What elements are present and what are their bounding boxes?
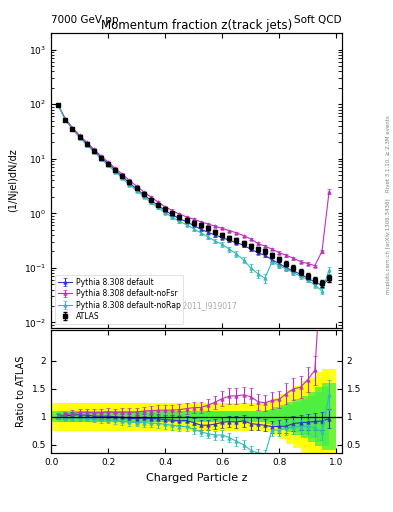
Text: Soft QCD: Soft QCD bbox=[294, 15, 342, 26]
Title: Momentum fraction z(track jets): Momentum fraction z(track jets) bbox=[101, 19, 292, 32]
Y-axis label: Ratio to ATLAS: Ratio to ATLAS bbox=[16, 356, 26, 428]
Text: ATLAS_2011_I919017: ATLAS_2011_I919017 bbox=[156, 301, 237, 310]
X-axis label: Charged Particle z: Charged Particle z bbox=[146, 473, 247, 482]
Text: Rivet 3.1.10, ≥ 2.3M events: Rivet 3.1.10, ≥ 2.3M events bbox=[386, 115, 391, 192]
Text: mcplots.cern.ch [arXiv:1306.3436]: mcplots.cern.ch [arXiv:1306.3436] bbox=[386, 198, 391, 293]
Y-axis label: (1/Njel)dN/dz: (1/Njel)dN/dz bbox=[8, 148, 18, 212]
Legend: Pythia 8.308 default, Pythia 8.308 default-noFsr, Pythia 8.308 default-noRap, AT: Pythia 8.308 default, Pythia 8.308 defau… bbox=[55, 275, 184, 324]
Text: 7000 GeV pp: 7000 GeV pp bbox=[51, 15, 119, 26]
